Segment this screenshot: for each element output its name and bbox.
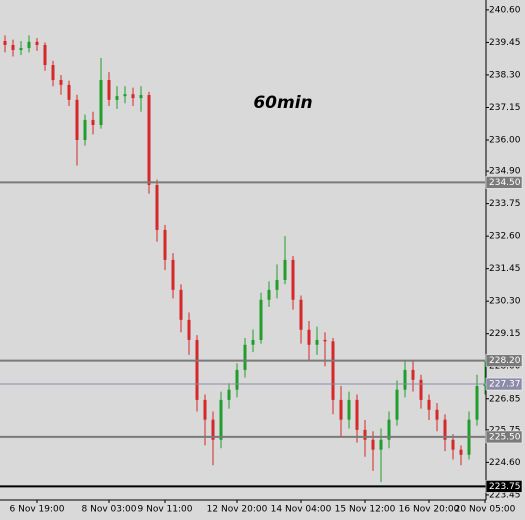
candle-body [131,94,135,99]
candle-body [363,429,367,440]
candle-body [27,41,31,49]
y-tick-label: 230.30 [489,297,521,307]
x-tick-label: 20 Nov 05:00 [455,505,516,515]
candle-body [99,80,103,125]
candle-body [475,386,479,420]
candle-body [451,439,455,450]
candle-body [323,339,327,342]
price-level-label: 227.37 [489,380,521,390]
candle-body [3,41,7,45]
candle-body [75,99,79,140]
candle-body [419,379,423,400]
candle-body [115,96,119,100]
candle-body [35,41,39,45]
price-level-label: 223.75 [489,482,521,492]
y-tick-label: 234.90 [489,167,521,177]
candle-body [171,259,175,290]
candle-body [235,369,239,390]
candle-body [411,369,415,380]
candle-body [315,339,319,345]
y-tick-label: 232.60 [489,232,521,242]
price-level-box [485,354,523,367]
candle-body [203,399,207,420]
y-tick-label: 239.45 [489,38,521,48]
y-tick-label: 225.75 [489,425,521,435]
candle-body [299,299,303,330]
price-level-label: 228.20 [489,356,521,366]
x-tick-label: 9 Nov 11:00 [138,505,193,515]
x-tick-label: 6 Nov 19:00 [10,505,65,515]
candle-body [187,319,191,340]
candle-body [147,95,151,185]
candle-body [283,259,287,280]
y-tick-label: 224.60 [489,458,521,468]
candle-body [339,399,343,420]
candle-body [195,339,199,400]
candle-body [459,449,463,455]
price-level-box [485,430,523,444]
candle-body [387,419,391,440]
price-level-box [485,377,523,391]
y-tick-label: 236.00 [489,135,521,145]
candle-body [307,329,311,345]
candle-body [179,289,183,320]
candle-body [395,389,399,420]
y-tick-label: 238.30 [489,70,521,80]
y-tick-label: 231.45 [489,264,521,274]
candle-body [163,229,167,260]
y-tick-label: 233.75 [489,199,521,209]
candle-body [435,409,439,420]
candle-body [59,80,63,85]
y-tick-label: 226.85 [489,394,521,404]
candle-body [155,184,159,230]
candle-body [379,439,383,450]
candle-body [427,399,431,410]
x-tick-label: 16 Nov 20:00 [399,505,460,515]
candle-body [211,419,215,440]
candle-body [331,341,335,400]
candle-body [83,119,87,140]
candle-body [67,84,71,100]
candle-body [403,369,407,390]
candle-body [443,419,447,440]
y-tick-label: 229.15 [489,329,521,339]
price-level-label: 234.50 [489,178,521,188]
candle-body [483,384,487,387]
x-tick-label: 12 Nov 20:00 [207,505,268,515]
price-level-box [485,480,523,493]
candle-body [19,48,23,51]
candle-body [139,95,143,99]
x-tick-label: 14 Nov 04:00 [271,505,332,515]
price-level-label: 225.50 [489,432,521,442]
candle-body [371,439,375,450]
candle-body [227,389,231,400]
candle-body [243,344,247,370]
candle-body [275,279,279,290]
price-level-box [485,176,523,189]
x-tick-label: 15 Nov 12:00 [335,505,396,515]
candle-body [259,299,263,340]
candle-body [51,65,55,81]
candle-body [267,289,271,300]
candle-body [219,399,223,440]
candle-body [11,44,15,51]
candle-body [123,94,127,97]
candle-body [355,399,359,430]
y-tick-label: 223.45 [489,490,521,500]
x-tick-label: 8 Nov 03:00 [82,505,137,515]
y-tick-label: 240.60 [489,5,521,15]
candle-body [347,399,351,420]
candle-body [43,44,47,66]
y-tick-label: 237.15 [489,103,521,113]
chart-title: 60min [253,93,312,113]
candle-body [291,259,295,300]
candle-body [107,80,111,100]
candle-body [251,339,255,345]
candle-body [91,119,95,125]
